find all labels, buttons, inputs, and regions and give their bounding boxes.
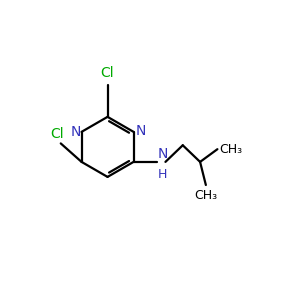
Text: Cl: Cl xyxy=(101,66,114,80)
Text: CH₃: CH₃ xyxy=(194,189,218,202)
Text: N: N xyxy=(70,125,81,139)
Text: Cl: Cl xyxy=(50,127,63,141)
Text: CH₃: CH₃ xyxy=(220,143,243,156)
Text: H: H xyxy=(158,168,167,181)
Text: N: N xyxy=(158,147,168,161)
Text: N: N xyxy=(136,124,146,138)
